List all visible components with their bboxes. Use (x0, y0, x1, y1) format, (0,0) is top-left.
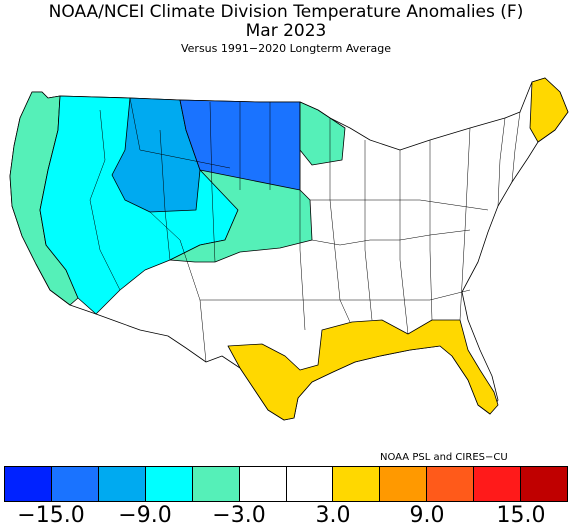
legend-tick-label: 15.0 (496, 503, 546, 528)
legend-tick-label: 3.0 (315, 503, 351, 528)
credit-label: NOAA PSL and CIRES−CU (380, 452, 508, 463)
region-minnesota-green (299, 101, 346, 166)
legend-swatch-9 (427, 467, 475, 501)
legend-tick-label: −15.0 (17, 503, 85, 528)
legend-swatch-6 (286, 467, 334, 501)
legend-swatch-2 (98, 467, 146, 501)
map-period: Mar 2023 (245, 21, 327, 41)
region-maine (529, 77, 569, 143)
legend-swatch-7 (333, 467, 381, 501)
map-subtitle: Versus 1991−2020 Longterm Average (180, 42, 391, 55)
legend-tick-label: 9.0 (409, 503, 445, 528)
legend-swatch-1 (51, 467, 99, 501)
region-gulf-coast (227, 319, 499, 421)
legend-tick-label: −3.0 (212, 503, 266, 528)
legend-swatch-10 (474, 467, 522, 501)
legend-swatch-8 (380, 467, 428, 501)
legend-colorbar (4, 466, 568, 502)
legend-tick-label: −9.0 (118, 503, 172, 528)
map-title: NOAA/NCEI Climate Division Temperature A… (48, 2, 524, 22)
legend-swatch-11 (521, 467, 568, 501)
legend-swatch-3 (145, 467, 193, 501)
us-climate-division-map (9, 77, 569, 421)
legend-swatch-0 (5, 467, 52, 501)
legend-swatch-5 (239, 467, 287, 501)
legend-swatch-4 (192, 467, 240, 501)
